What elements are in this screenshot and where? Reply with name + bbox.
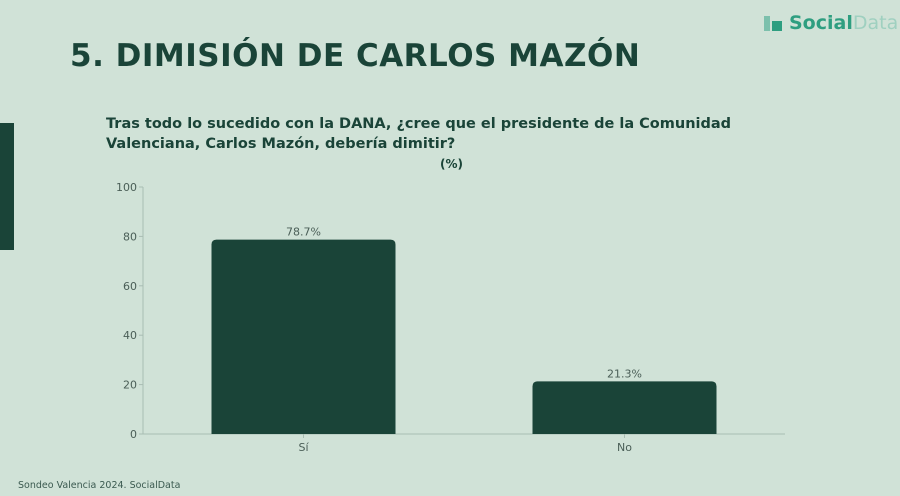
chart-title: Tras todo lo sucedido con la DANA, ¿cree… — [106, 116, 732, 152]
y-tick-label: 100 — [116, 181, 137, 194]
page-title: 5. DIMISIÓN DE CARLOS MAZÓN — [70, 38, 641, 74]
logo-text: Social — [789, 12, 853, 34]
data-label: 78.7% — [286, 226, 321, 239]
y-tick-label: 40 — [123, 329, 137, 342]
footer-source: Sondeo Valencia 2024. SocialData — [18, 480, 181, 491]
y-tick-label: 60 — [123, 280, 137, 293]
y-tick-label: 0 — [130, 428, 137, 441]
logo-icon — [764, 16, 782, 31]
x-tick-label: Sí — [298, 441, 309, 454]
logo-text-2: Data — [852, 12, 899, 34]
bar-0 — [211, 239, 396, 434]
y-tick-label: 20 — [123, 379, 137, 392]
x-tick-label: No — [617, 441, 632, 454]
accent-bar — [0, 123, 14, 250]
chart-subtitle: (%) — [440, 157, 463, 171]
y-tick-label: 80 — [123, 230, 137, 243]
data-label: 21.3% — [607, 367, 642, 380]
socialdata-logo: Social Data — [764, 12, 898, 34]
bar-1 — [532, 381, 717, 434]
